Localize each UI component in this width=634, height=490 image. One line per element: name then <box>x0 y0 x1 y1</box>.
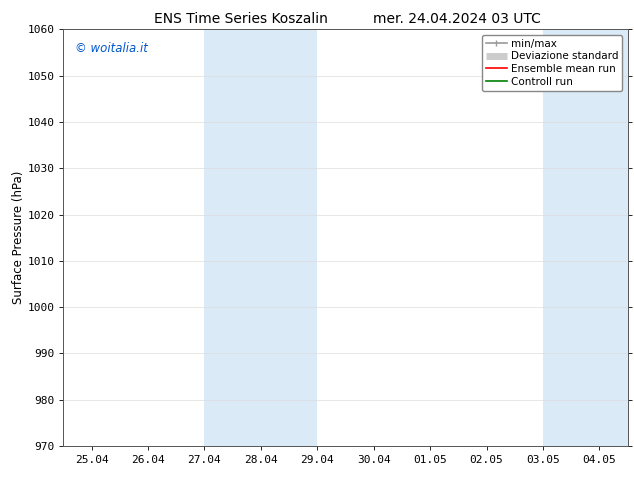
Y-axis label: Surface Pressure (hPa): Surface Pressure (hPa) <box>11 171 25 304</box>
Bar <box>261 29 317 446</box>
Text: © woitalia.it: © woitalia.it <box>75 42 148 55</box>
Legend: min/max, Deviazione standard, Ensemble mean run, Controll run: min/max, Deviazione standard, Ensemble m… <box>482 35 623 91</box>
Bar <box>204 29 261 446</box>
Bar <box>543 29 628 446</box>
Text: mer. 24.04.2024 03 UTC: mer. 24.04.2024 03 UTC <box>373 12 540 26</box>
Text: ENS Time Series Koszalin: ENS Time Series Koszalin <box>154 12 328 26</box>
